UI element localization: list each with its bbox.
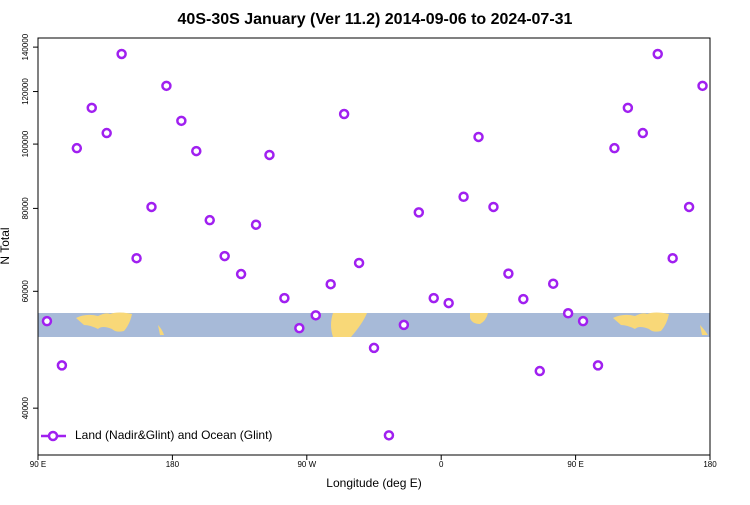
data-point xyxy=(235,268,247,280)
data-point xyxy=(592,360,604,371)
data-point xyxy=(176,115,187,127)
data-point xyxy=(637,127,649,139)
data-point xyxy=(652,48,663,60)
chart-title: 40S-30S January (Ver 11.2) 2014-09-06 to… xyxy=(178,11,573,28)
data-point xyxy=(264,149,275,161)
data-point xyxy=(534,365,546,377)
y-tick-label: 60000 xyxy=(21,280,30,303)
y-tick-label: 80000 xyxy=(21,197,30,220)
data-point xyxy=(413,207,425,218)
data-point xyxy=(609,142,620,154)
data-point xyxy=(116,48,127,60)
data-point xyxy=(353,257,365,269)
data-point xyxy=(191,145,202,157)
data-point xyxy=(547,278,559,289)
data-point xyxy=(488,201,499,213)
y-tick-label: 140000 xyxy=(21,33,30,60)
data-point xyxy=(101,127,112,139)
data-point xyxy=(577,315,589,327)
legend-label: Land (Nadir&Glint) and Ocean (Glint) xyxy=(75,428,272,442)
data-point xyxy=(473,131,484,143)
data-point xyxy=(428,292,439,304)
y-axis-label: N Total xyxy=(0,227,12,264)
data-point xyxy=(161,80,172,92)
data-point xyxy=(56,360,68,371)
data-point xyxy=(279,292,290,304)
data-point xyxy=(310,310,322,321)
data-point xyxy=(622,102,634,114)
data-point xyxy=(697,80,708,92)
x-tick-label: 90 E xyxy=(30,460,46,469)
data-point xyxy=(458,191,469,202)
data-point xyxy=(250,219,262,230)
data-point xyxy=(41,315,53,327)
map-band xyxy=(38,312,710,337)
data-point xyxy=(338,108,350,120)
data-point xyxy=(518,293,529,305)
x-tick-label: 90 E xyxy=(567,460,583,469)
data-point xyxy=(71,142,83,154)
data-point xyxy=(562,308,574,319)
data-point xyxy=(667,252,678,264)
data-point xyxy=(443,297,454,309)
data-point xyxy=(398,319,410,331)
x-tick-label: 0 xyxy=(439,460,444,469)
legend-marker xyxy=(47,430,59,442)
data-point xyxy=(325,278,336,290)
data-point xyxy=(86,102,98,114)
x-axis-label: Longitude (deg E) xyxy=(326,476,421,490)
plot-frame xyxy=(37,37,711,456)
x-tick-label: 180 xyxy=(703,460,717,469)
data-point xyxy=(383,430,395,441)
data-point xyxy=(294,322,305,334)
data-point xyxy=(204,214,215,226)
x-tick-label: 180 xyxy=(166,460,180,469)
data-point xyxy=(368,342,380,354)
data-point xyxy=(503,268,514,279)
y-tick-label: 120000 xyxy=(21,78,30,105)
data-point xyxy=(131,252,142,264)
data-point xyxy=(146,201,157,213)
data-point xyxy=(683,201,695,213)
y-tick-label: 40000 xyxy=(21,396,30,419)
y-tick-label: 100000 xyxy=(21,130,30,157)
x-tick-label: 90 W xyxy=(297,460,316,469)
data-point xyxy=(219,250,230,262)
